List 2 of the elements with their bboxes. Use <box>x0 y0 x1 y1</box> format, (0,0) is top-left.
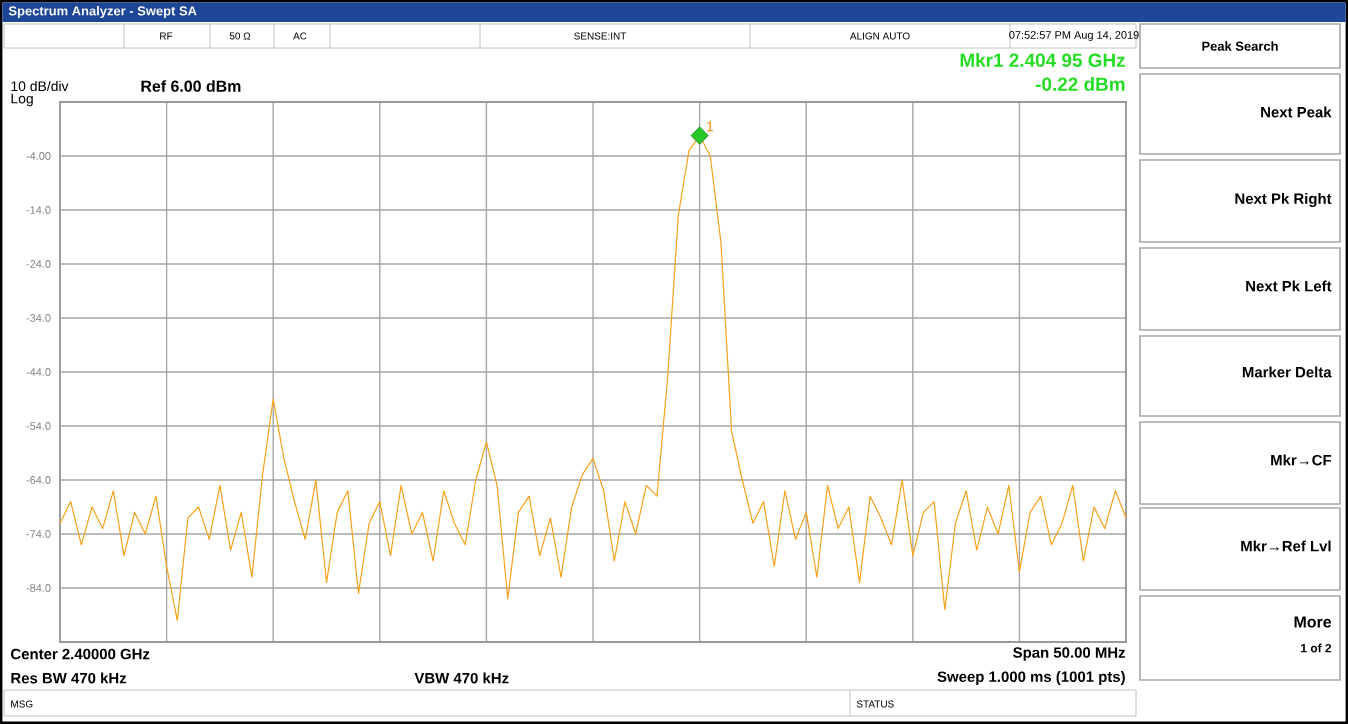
text: -0.22 dBm <box>1035 77 1125 91</box>
text: Mkr1 2.404 95 GHz <box>960 53 1125 67</box>
